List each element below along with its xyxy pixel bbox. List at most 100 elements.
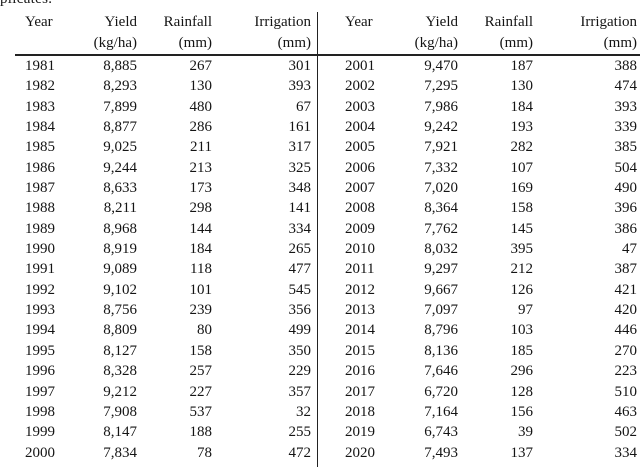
yield-cell: 8,211 [103, 200, 137, 217]
rainfall-cell: 173 [189, 180, 213, 197]
table-row: 1989 8,968 144 334 [15, 219, 317, 239]
year-cell: 2005 [345, 139, 375, 156]
table-header: Year Yield Rainfall Irrigation (kg/ha) (… [15, 12, 317, 55]
yield-cell: 8,293 [103, 78, 137, 95]
year-cell: 1997 [25, 383, 55, 400]
year-cell: 2013 [345, 302, 375, 319]
yield-cell: 9,102 [103, 281, 137, 298]
year-cell: 1983 [25, 98, 55, 115]
yield-cell: 9,667 [424, 281, 458, 298]
yield-cell: 7,762 [424, 220, 458, 237]
yield-cell: 8,633 [103, 180, 137, 197]
irrigation-cell: 47 [622, 241, 637, 258]
yield-cell: 9,212 [103, 383, 137, 400]
year-cell: 1990 [25, 241, 55, 258]
unit-irrigation: (mm) [277, 35, 311, 51]
yield-cell: 7,097 [424, 302, 458, 319]
year-cell: 2009 [345, 220, 375, 237]
table-body-2001-2020: 2001 9,470 187 388 2002 7,295 130 474 2003 7,986 1… [318, 55, 640, 463]
irrigation-cell: 265 [288, 241, 312, 258]
irrigation-cell: 32 [296, 403, 311, 420]
yield-cell: 8,809 [103, 322, 137, 339]
table-row: 1991 9,089 118 477 [15, 259, 317, 279]
table-row: 1998 7,908 537 32 [15, 402, 317, 422]
year-cell: 1993 [25, 302, 55, 319]
table-row: 1982 8,293 130 393 [15, 76, 317, 96]
table-row: 2001 9,470 187 388 [318, 55, 640, 76]
data-table-1981-2000: Year Yield Rainfall Irrigation (kg/ha) (… [15, 12, 317, 463]
year-cell: 1984 [25, 119, 55, 136]
rainfall-cell: 286 [189, 119, 213, 136]
year-cell: 1989 [25, 220, 55, 237]
rainfall-cell: 78 [197, 444, 212, 461]
irrigation-cell: 356 [288, 302, 312, 319]
year-cell: 1992 [25, 281, 55, 298]
table-row: 2016 7,646 296 223 [318, 361, 640, 381]
table-row: 2004 9,242 193 339 [318, 117, 640, 137]
year-cell: 2007 [345, 180, 375, 197]
yield-cell: 6,720 [424, 383, 458, 400]
table-row: 1993 8,756 239 356 [15, 300, 317, 320]
table-row: 1990 8,919 184 265 [15, 239, 317, 259]
col-header-rainfall: Rainfall [484, 14, 533, 30]
year-cell: 2012 [345, 281, 375, 298]
year-cell: 2019 [345, 424, 375, 441]
table-row: 2015 8,136 185 270 [318, 341, 640, 361]
rainfall-cell: 158 [189, 342, 213, 359]
year-cell: 2003 [345, 98, 375, 115]
table-row: 2003 7,986 184 393 [318, 97, 640, 117]
irrigation-cell: 67 [296, 98, 311, 115]
rainfall-cell: 137 [510, 444, 534, 461]
yield-cell: 7,020 [424, 180, 458, 197]
col-header-year: Year [25, 14, 53, 30]
yield-cell: 7,332 [424, 159, 458, 176]
table-row: 1986 9,244 213 325 [15, 158, 317, 178]
year-cell: 2001 [345, 58, 375, 74]
table-row: 2007 7,020 169 490 [318, 178, 640, 198]
table-row: 2014 8,796 103 446 [318, 320, 640, 340]
unit-year-empty [15, 33, 75, 55]
header-row-labels: Year Yield Rainfall Irrigation [15, 12, 317, 33]
year-cell: 2004 [345, 119, 375, 136]
year-cell: 1986 [25, 159, 55, 176]
year-cell: 2016 [345, 363, 375, 380]
yield-cell: 9,242 [424, 119, 458, 136]
yield-cell: 6,743 [424, 424, 458, 441]
rainfall-cell: 296 [510, 363, 534, 380]
data-table-2001-2020: Year Yield Rainfall Irrigation (kg/ha) (… [318, 12, 640, 463]
yield-cell: 8,796 [424, 322, 458, 339]
table-row: 1984 8,877 286 161 [15, 117, 317, 137]
yield-cell: 7,986 [424, 98, 458, 115]
year-cell: 1988 [25, 200, 55, 217]
table-row: 2011 9,297 212 387 [318, 259, 640, 279]
irrigation-cell: 499 [288, 322, 312, 339]
year-cell: 1999 [25, 424, 55, 441]
rainfall-cell: 227 [189, 383, 213, 400]
irrigation-cell: 348 [288, 180, 312, 197]
rainfall-cell: 184 [189, 241, 213, 258]
rainfall-cell: 97 [518, 302, 533, 319]
year-cell: 2008 [345, 200, 375, 217]
rainfall-cell: 193 [510, 119, 534, 136]
col-header-irrigation: Irrigation [254, 14, 311, 30]
caption-fragment: plicates. [0, 0, 200, 8]
year-cell: 1996 [25, 363, 55, 380]
irrigation-cell: 334 [614, 444, 638, 461]
col-header-irrigation: Irrigation [580, 14, 637, 30]
year-cell: 1998 [25, 403, 55, 420]
irrigation-cell: 385 [614, 139, 638, 156]
table-row: 2006 7,332 107 504 [318, 158, 640, 178]
yield-cell: 7,921 [424, 139, 458, 156]
irrigation-cell: 334 [288, 220, 312, 237]
irrigation-cell: 339 [614, 119, 638, 136]
irrigation-cell: 357 [288, 383, 312, 400]
table-row: 2009 7,762 145 386 [318, 219, 640, 239]
rainfall-cell: 156 [510, 403, 534, 420]
unit-irrigation: (mm) [603, 35, 637, 51]
irrigation-cell: 477 [288, 261, 312, 278]
irrigation-cell: 325 [288, 159, 312, 176]
yield-cell: 7,908 [103, 403, 137, 420]
yield-cell: 9,297 [424, 261, 458, 278]
table-row: 1987 8,633 173 348 [15, 178, 317, 198]
table-body-1981-2000: 1981 8,885 267 301 1982 8,293 130 393 1983 7,899 4… [15, 55, 317, 463]
